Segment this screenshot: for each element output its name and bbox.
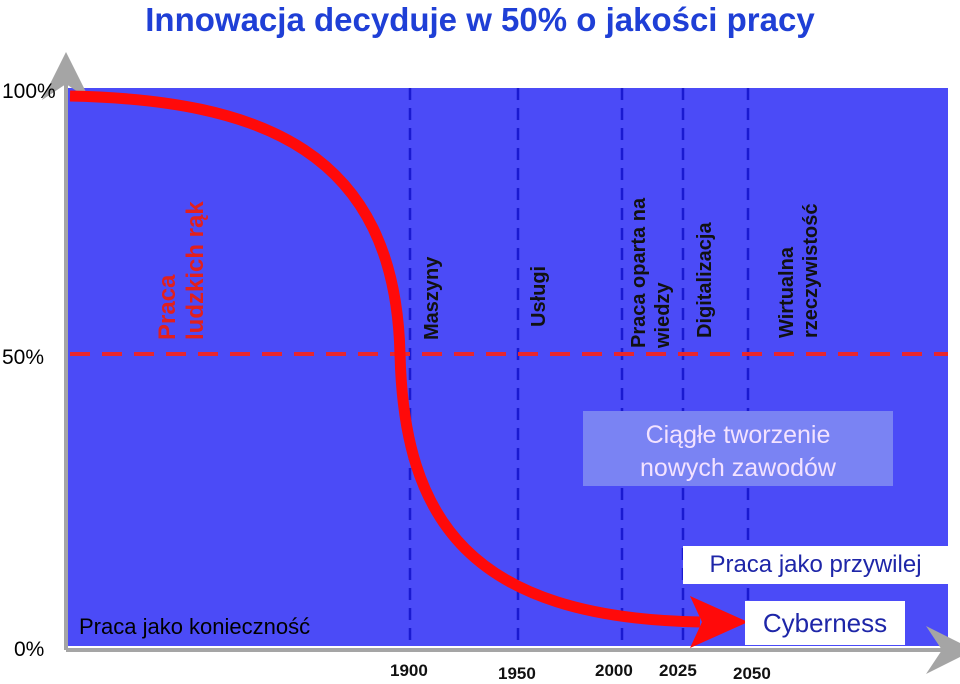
year-label-1900: 1900 <box>390 661 428 680</box>
y-label-100: 100% <box>2 80 56 103</box>
box-cyberness: Cyberness <box>745 601 905 645</box>
box-praca-przywilej: Praca jako przywilej <box>683 546 948 584</box>
era-label-digitalizacja: Digitalizacja <box>694 222 716 338</box>
y-label-50: 50% <box>2 346 45 369</box>
era-label-praca-ludzkich-rak: Praca ludzkich rąk <box>154 201 209 340</box>
box-ciagle-tworzenie: Ciągłe tworzenie nowych zawodów <box>583 411 893 486</box>
innovation-curve <box>69 90 701 628</box>
year-label-2050: 2050 <box>733 664 771 683</box>
page-title: Innowacja decyduje w 50% o jakości pracy <box>145 1 815 38</box>
era-label-uslugi: Usługi <box>528 265 550 327</box>
curve-arrowhead <box>690 596 748 648</box>
era-label-wirtualna: Wirtualna rzeczywistość <box>776 203 822 338</box>
year-label-2025: 2025 <box>659 661 697 680</box>
era-label-maszyny: Maszyny <box>421 256 443 340</box>
label-praca-koniecznosc: Praca jako konieczność <box>79 614 311 639</box>
year-label-2000: 2000 <box>595 661 633 680</box>
year-label-1950: 1950 <box>498 664 536 683</box>
era-label-praca-oparta: Praca oparta na wiedzy <box>628 197 674 348</box>
y-label-0: 0% <box>14 638 45 661</box>
